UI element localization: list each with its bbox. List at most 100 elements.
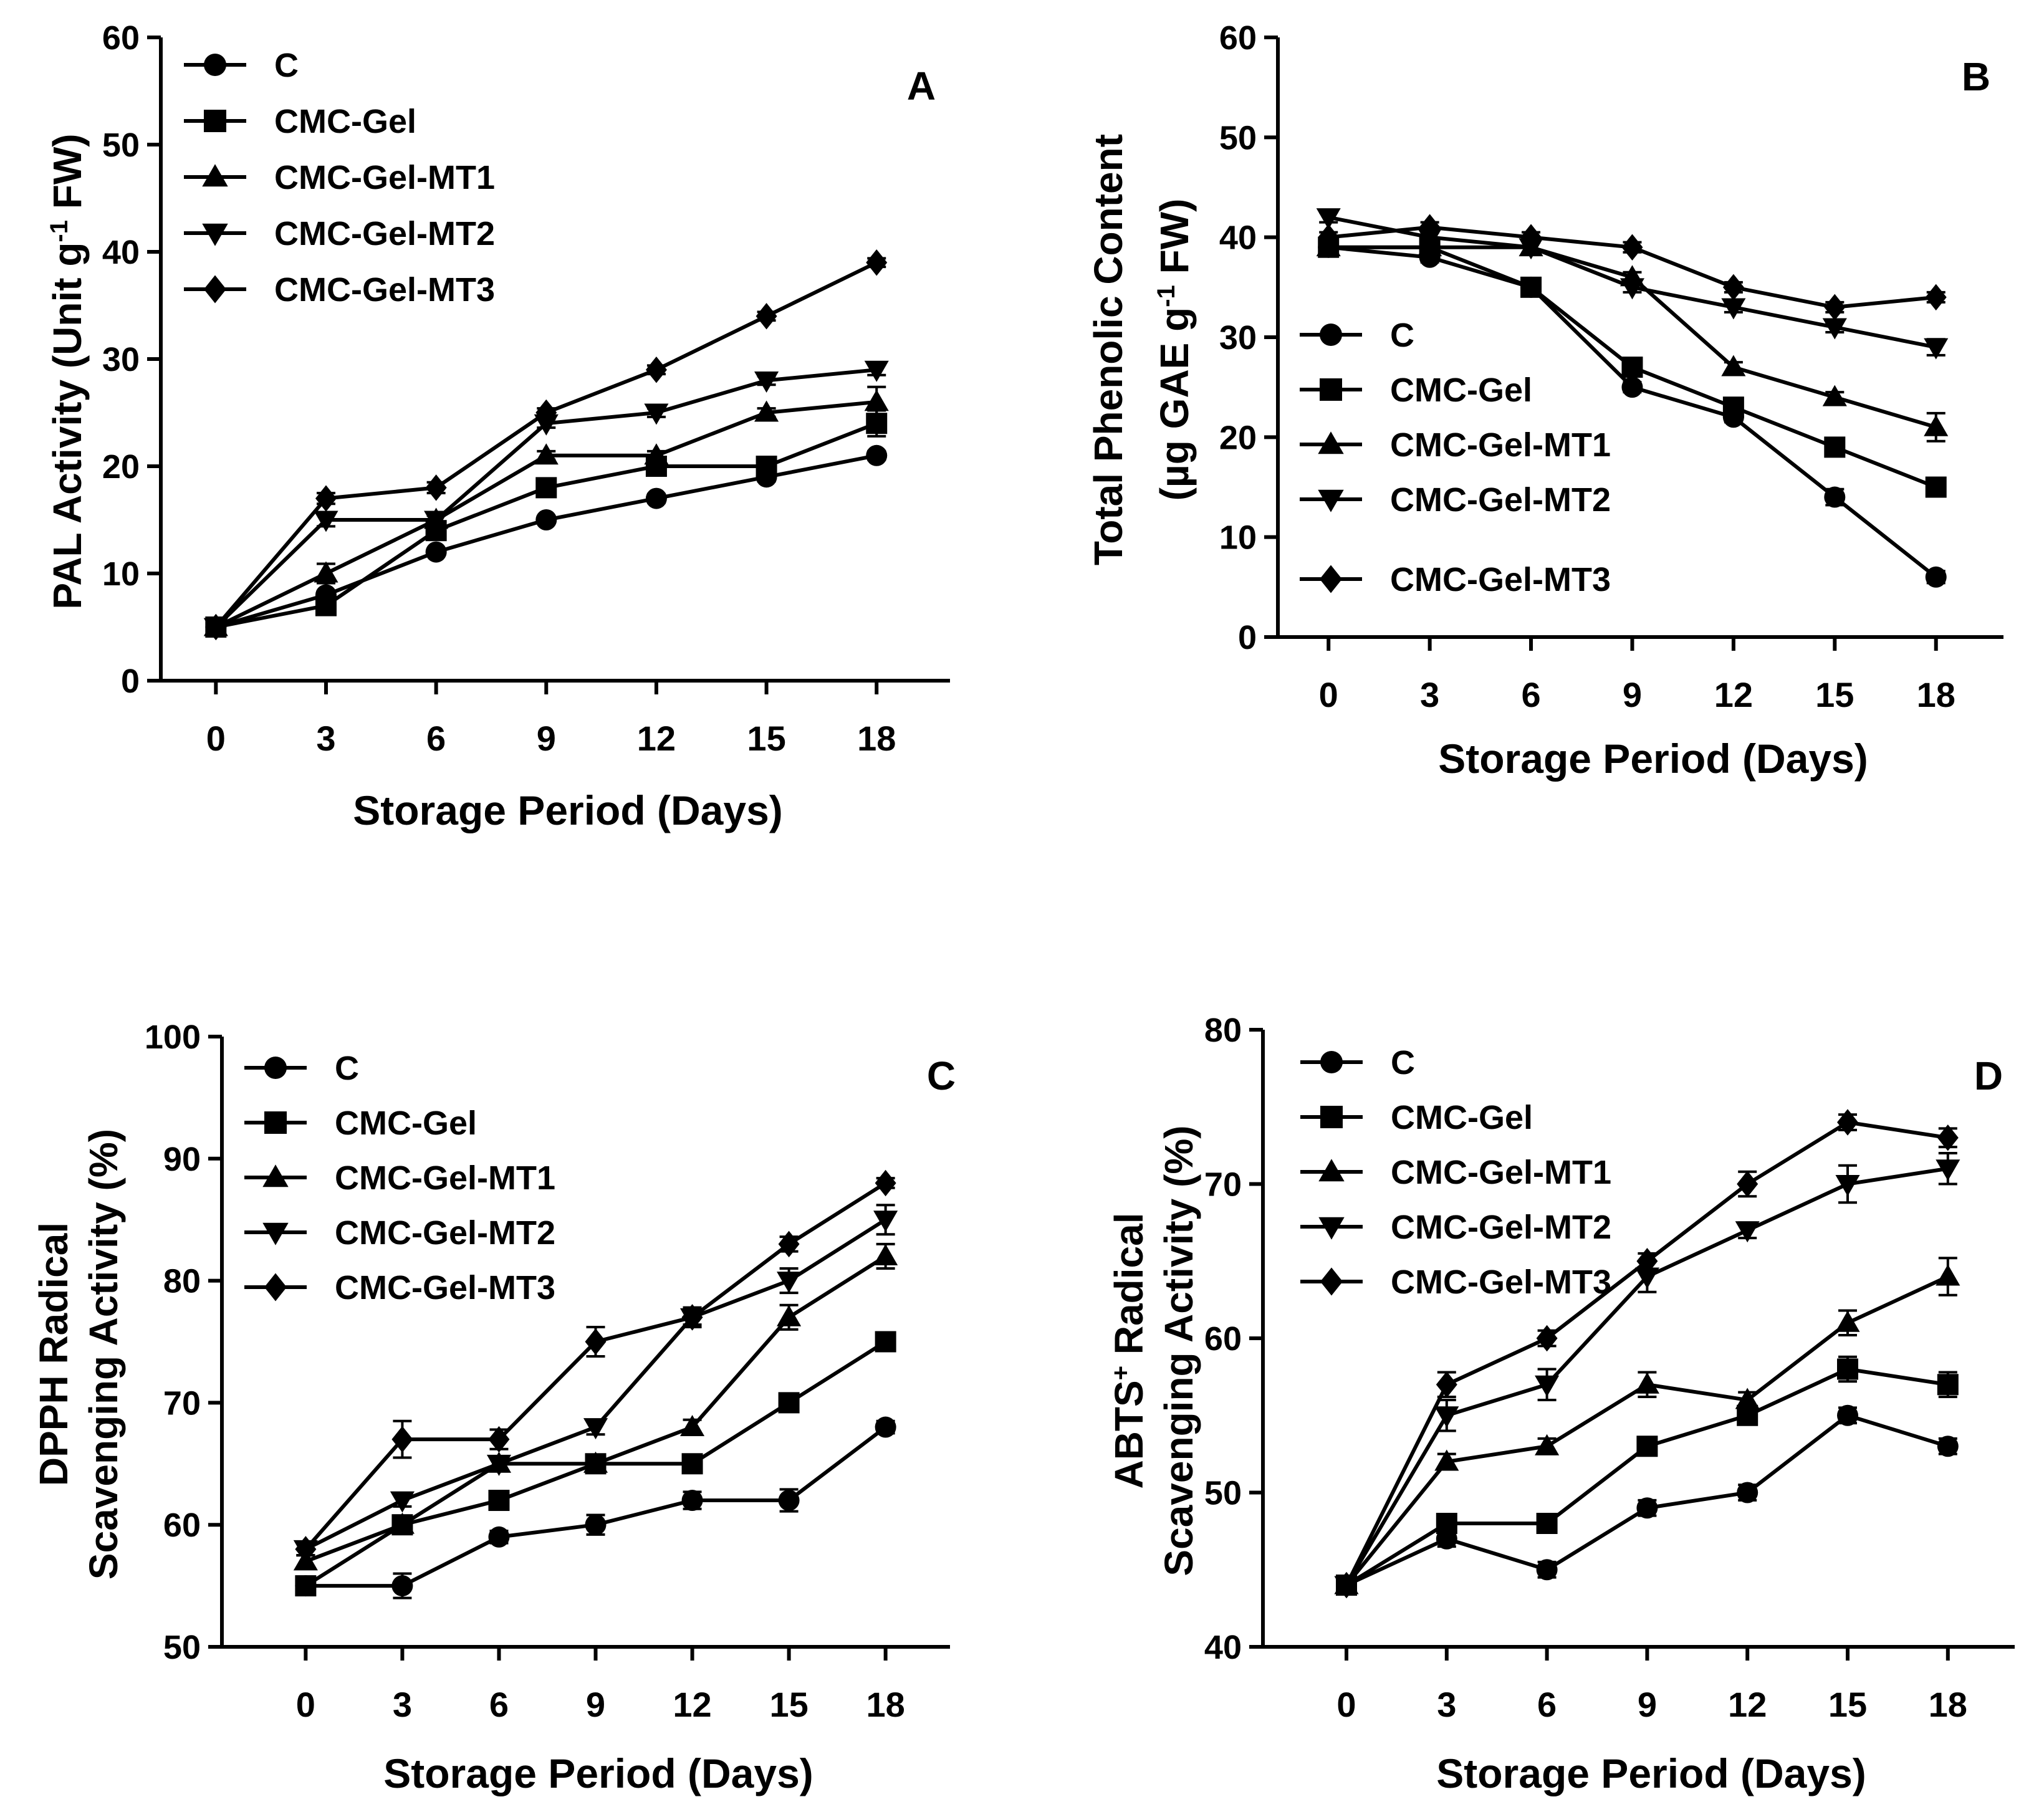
data-point xyxy=(1316,208,1341,230)
x-tick-label: 18 xyxy=(866,1685,904,1724)
data-point xyxy=(1925,476,1947,498)
x-tick-label: 3 xyxy=(1420,675,1439,714)
y-axis-label: Total Phenolic Content xyxy=(1086,134,1131,565)
y-axis-label-group: (µg GAE g-1 FW) xyxy=(1152,199,1197,501)
legend-item-cmc-gel-mt3: CMC-Gel-MT3 xyxy=(1300,561,1611,598)
x-axis-label: Storage Period (Days) xyxy=(1438,736,1868,782)
legend-marker xyxy=(1318,1217,1345,1240)
x-tick-label: 0 xyxy=(206,719,226,758)
data-point xyxy=(1721,298,1746,320)
legend-marker xyxy=(1320,378,1342,401)
y-tick-label: 50 xyxy=(1219,119,1257,156)
legend-item-cmc-gel: CMC-Gel xyxy=(184,103,416,140)
data-point xyxy=(205,613,227,641)
data-point xyxy=(488,1490,510,1512)
data-point xyxy=(754,371,779,393)
data-point xyxy=(1434,1406,1459,1428)
data-point xyxy=(1535,1434,1560,1455)
legend-item-cmc-gel-mt3: CMC-Gel-MT3 xyxy=(244,1269,555,1306)
legend-label: C xyxy=(1391,1044,1415,1081)
data-point xyxy=(295,1536,317,1563)
y-tick-label: 40 xyxy=(1219,219,1257,257)
legend-item-cmc-gel-mt2: CMC-Gel-MT2 xyxy=(1300,481,1611,519)
data-point xyxy=(756,456,777,477)
x-tick-label: 0 xyxy=(296,1685,315,1724)
data-point xyxy=(535,509,557,530)
data-point xyxy=(778,1490,800,1512)
data-point xyxy=(873,1244,898,1265)
data-point xyxy=(1835,1310,1860,1332)
x-tick-label: 6 xyxy=(426,719,446,758)
legend-item-cmc-gel-mt2: CMC-Gel-MT2 xyxy=(184,215,495,252)
data-point xyxy=(645,356,667,383)
data-point xyxy=(1822,318,1847,340)
legend-label: CMC-Gel-MT1 xyxy=(335,1159,555,1197)
data-point xyxy=(681,1453,703,1475)
legend-item-c: C xyxy=(1300,1044,1415,1081)
legend-marker xyxy=(1320,324,1342,346)
y-tick-label: 90 xyxy=(163,1141,201,1178)
legend-label: CMC-Gel xyxy=(1391,1099,1533,1136)
x-tick-label: 6 xyxy=(1537,1685,1557,1724)
x-tick-label: 0 xyxy=(1319,675,1338,714)
legend-item-cmc-gel-mt2: CMC-Gel-MT2 xyxy=(1300,1209,1611,1246)
x-tick-label: 15 xyxy=(747,719,785,758)
legend-marker xyxy=(202,164,228,187)
x-tick-label: 9 xyxy=(586,1685,605,1724)
legend-label: C xyxy=(335,1050,359,1087)
x-tick-label: 0 xyxy=(1336,1685,1356,1724)
legend-marker xyxy=(1318,1159,1345,1182)
y-tick-label: 50 xyxy=(102,127,140,164)
legend-item-cmc-gel-mt3: CMC-Gel-MT3 xyxy=(184,271,495,309)
y-axis-label: DPPH Radical xyxy=(31,1222,76,1486)
y-axis-label-group: Scavenging Activity (%) xyxy=(81,1129,126,1580)
y-tick-label: 10 xyxy=(1219,519,1257,557)
x-tick-label: 18 xyxy=(1917,675,1955,714)
data-point xyxy=(1735,1388,1760,1409)
x-tick-label: 12 xyxy=(637,719,676,758)
series-cmc-gel-mt3 xyxy=(1336,1109,1959,1599)
data-point xyxy=(1434,1449,1459,1471)
data-point xyxy=(1824,486,1846,508)
x-tick-label: 18 xyxy=(857,719,896,758)
legend-item-cmc-gel: CMC-Gel xyxy=(1300,372,1532,409)
y-tick-label: 0 xyxy=(1238,619,1257,656)
data-point xyxy=(1721,355,1746,376)
data-point xyxy=(681,1304,703,1331)
legend-marker xyxy=(1320,1267,1343,1296)
data-point xyxy=(1837,1358,1858,1380)
panel-label: D xyxy=(1974,1053,2003,1098)
data-point xyxy=(535,399,557,426)
data-point xyxy=(390,1512,415,1534)
data-point xyxy=(1822,385,1847,406)
data-point xyxy=(866,249,888,276)
data-point xyxy=(391,1575,413,1597)
legend: C CMC-Gel CMC-Gel-MT1 CMC-Gel-MT2 CMC-Gel-MT… xyxy=(1300,317,1611,598)
legend-label: CMC-Gel xyxy=(335,1105,477,1142)
y-axis-label: ABTS+ Radical xyxy=(1106,1212,1151,1489)
legend-marker xyxy=(264,1273,287,1302)
y-tick-label: 70 xyxy=(1204,1166,1242,1204)
panel-label: B xyxy=(1962,54,1990,99)
legend-marker xyxy=(1318,489,1344,512)
series-c xyxy=(205,444,888,638)
data-point xyxy=(295,1575,317,1597)
data-point xyxy=(1621,357,1643,378)
y-tick-label: 20 xyxy=(1219,419,1257,456)
data-point xyxy=(425,474,447,501)
y-tick-label: 60 xyxy=(102,19,140,57)
legend-marker xyxy=(1320,1051,1343,1073)
legend-label: CMC-Gel-MT1 xyxy=(1391,1154,1611,1191)
y-tick-label: 0 xyxy=(121,663,140,700)
data-point xyxy=(583,1418,608,1440)
data-point xyxy=(1925,284,1947,311)
legend-label: CMC-Gel-MT1 xyxy=(274,159,495,196)
x-tick-label: 18 xyxy=(1929,1685,1967,1724)
legend: C CMC-Gel CMC-Gel-MT1 CMC-Gel-MT2 CMC-Gel-MT… xyxy=(244,1050,555,1306)
legend-item-cmc-gel-mt1: CMC-Gel-MT1 xyxy=(244,1159,555,1197)
data-point xyxy=(1924,338,1949,360)
y-axis-label-group: ABTS+ Radical xyxy=(1106,1212,1151,1489)
data-point xyxy=(1837,1404,1858,1426)
data-point xyxy=(1536,1513,1558,1534)
data-point xyxy=(875,1169,896,1197)
